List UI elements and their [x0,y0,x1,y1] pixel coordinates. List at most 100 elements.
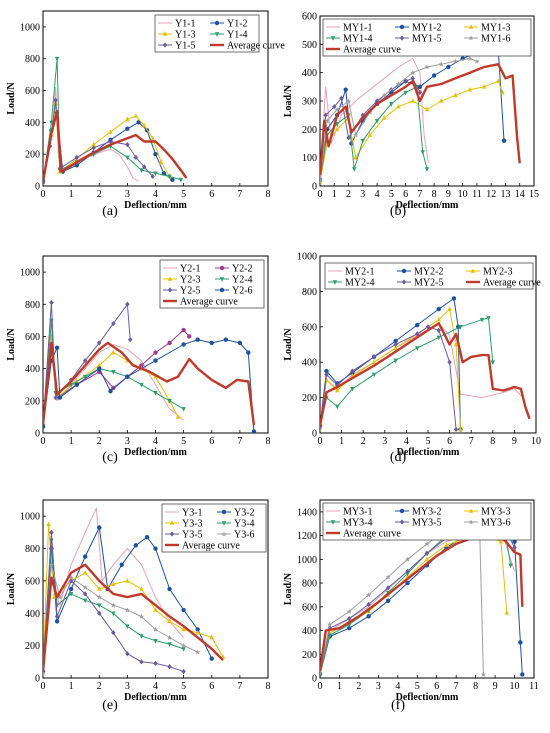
legend-label: MY1-2 [412,23,441,34]
series-line [320,322,531,427]
x-axis-label: Deflection/mm [124,692,187,703]
data-point [82,374,88,380]
legend-marker [167,287,173,293]
data-point [68,578,74,584]
data-point [150,135,155,141]
series-line [43,507,184,674]
data-point [453,426,459,433]
series [320,523,517,676]
y-tick-label: 600 [25,332,40,343]
legend-marker [468,24,474,29]
data-point [124,607,130,613]
series-line [43,336,179,426]
data-point [512,544,517,551]
data-point [153,358,158,363]
data-point [396,103,401,109]
x-tick-label: 5 [389,189,394,200]
data-point [405,568,410,574]
data-point [97,603,102,608]
x-axis-label: Deflection/mm [396,200,459,211]
y-tick-label: 1400 [297,507,317,518]
legend-label: Y1-1 [175,19,196,30]
series-line [320,58,429,178]
series-line [43,58,181,182]
legend-marker [221,521,227,526]
y-tick-label: 500 [302,40,317,51]
data-point [54,619,60,624]
data-point [371,372,377,378]
data-point [167,399,172,404]
data-point [142,122,147,128]
data-point [251,429,257,433]
y-tick-label: 800 [302,579,317,590]
data-point [153,171,158,177]
legend-marker [399,35,405,41]
data-point [452,58,459,64]
legend-label: Average curve [343,45,401,56]
data-point [153,350,158,355]
y-tick-label: 0 [312,182,317,193]
legend-box [161,503,267,553]
data-point [424,106,430,112]
x-tick-label: 3 [360,189,365,200]
series-line [320,63,521,175]
series [320,532,515,674]
data-point [352,167,357,172]
legend-marker [470,268,476,273]
x-tick-label: 6 [403,189,408,200]
legend-label: Y1-4 [227,30,248,41]
data-point [108,129,113,134]
data-point [49,529,54,535]
data-point [453,341,459,347]
x-tick-label: 11 [472,189,482,200]
legend-marker [162,42,168,48]
data-point [82,570,88,575]
y-tick-label: 0 [35,674,40,685]
y-axis-label: Load/N [283,328,294,361]
data-point [458,325,463,330]
data-point [410,75,415,81]
data-point [451,296,457,301]
data-point [150,173,155,180]
data-point [142,164,147,170]
legend-item: Y2-2 [215,264,253,275]
data-point [178,177,184,183]
data-point [405,580,410,586]
legend-item: Average curve [210,41,285,52]
data-point [335,382,340,388]
data-point [167,340,172,346]
data-point [353,132,359,138]
x-tick-label: 12 [486,189,496,200]
legend-marker [221,531,227,537]
x-tick-label: 11 [529,681,539,692]
data-point [424,550,430,556]
y-tick-label: 1000 [20,268,40,279]
data-point [97,340,102,346]
x-tick-label: 9 [446,189,451,200]
legend-item: Y2-6 [215,286,253,297]
data-point [139,634,144,639]
y-tick-label: 400 [25,118,40,129]
data-point [170,177,175,182]
plot-area [43,507,226,676]
x-tick-label: 1 [339,436,344,447]
data-point [153,151,158,157]
series-line [43,540,184,674]
data-point [425,324,431,330]
data-point [444,542,449,547]
data-point [181,668,186,675]
data-point [167,174,172,180]
legend-item: MY3-3 [464,507,510,518]
legend-marker [399,519,405,525]
data-point [195,629,200,635]
data-point [500,89,505,95]
data-point [161,171,167,176]
legend-item: MY3-1 [326,507,372,518]
legend-label: Y2-4 [232,275,253,286]
x-tick-label: 9 [493,681,498,692]
panel-label: (b) [390,204,407,219]
data-point [447,306,452,311]
legend-label: Y2-5 [180,286,201,297]
